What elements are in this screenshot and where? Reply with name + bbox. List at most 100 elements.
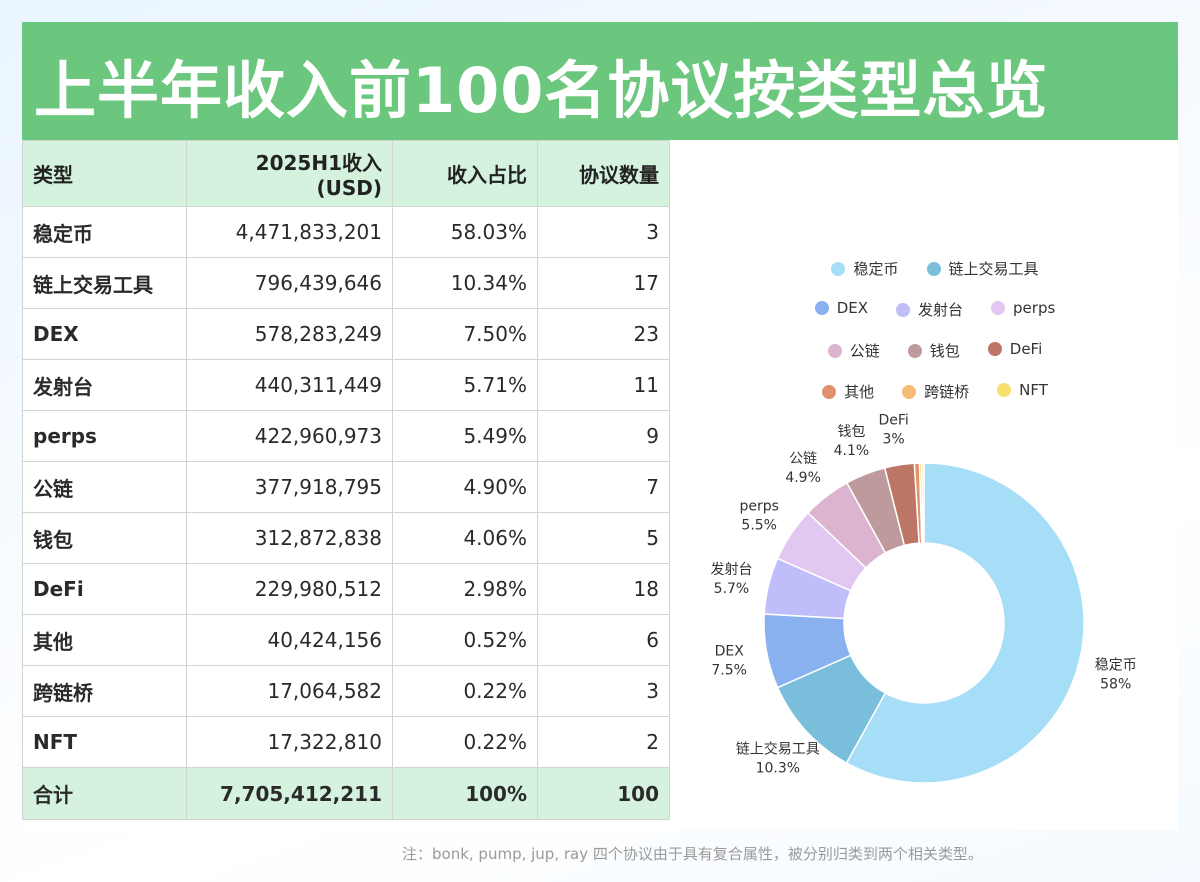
cell-count: 23 (537, 308, 670, 360)
cell-revenue: 17,322,810 (186, 716, 393, 768)
cell-share: 5.49% (392, 410, 538, 462)
legend-swatch (907, 343, 922, 358)
legend-item: 链上交易工具 (926, 258, 1039, 279)
legend-item: 其他 (822, 381, 874, 402)
legend-row: 公链 钱包 DeFi (700, 340, 1170, 381)
cell-share: 5.71% (392, 359, 538, 411)
legend-row: 稳定币 链上交易工具 (700, 258, 1170, 299)
legend-item: 跨链桥 (902, 381, 969, 402)
legend-swatch (926, 261, 941, 276)
slice-value-label: 5.5% (741, 517, 777, 533)
slice-category-label: 钱包 (837, 424, 865, 440)
slice-value-label: 5.7% (714, 581, 750, 597)
header-count: 协议数量 (537, 140, 670, 207)
legend-label: DEX (836, 299, 869, 317)
cell-count: 5 (537, 512, 670, 564)
cell-revenue: 578,283,249 (186, 308, 393, 360)
cell-share: 10.34% (392, 257, 538, 309)
chart-legend: 稳定币 链上交易工具 DEX 发射台 perps 公链 钱包 DeFi 其他 跨链桥 NFT (700, 258, 1170, 422)
legend-label: 钱包 (929, 342, 960, 360)
donut-chart: 稳定币 58% 链上交易工具 10.3% DEX 7.5% 发射台 5.7% perps 5.5%… (710, 412, 1137, 784)
table-total-row: 合计 7,705,412,211 100% 100 (22, 767, 670, 820)
header-share: 收入占比 (392, 140, 538, 207)
table-row: 跨链桥 17,064,582 0.22% 3 (22, 665, 670, 717)
cell-revenue: 40,424,156 (186, 614, 393, 666)
slice-value-label: 3% (883, 431, 905, 447)
cell-count: 9 (537, 410, 670, 462)
legend-swatch (902, 384, 917, 399)
slice-value-label: 58% (1100, 677, 1131, 693)
cell-count: 6 (537, 614, 670, 666)
cell-count: 7 (537, 461, 670, 513)
cell-share: 4.06% (392, 512, 538, 564)
total-cell-revenue: 7,705,412,211 (186, 767, 393, 820)
donut-slice (921, 462, 925, 544)
table-row: perps 422,960,973 5.49% 9 (22, 410, 670, 462)
cell-count: 2 (537, 716, 670, 768)
card: 上半年收入前100名协议按类型总览 类型 2025H1收入(USD) 收入占比 … (22, 22, 1178, 830)
legend-swatch (997, 383, 1012, 397)
legend-label: 公链 (849, 342, 880, 360)
title-banner: 上半年收入前100名协议按类型总览 (22, 22, 1178, 140)
cell-type: 稳定币 (22, 206, 187, 258)
slice-category-label: 公链 (789, 451, 817, 467)
footnote: 注：bonk, pump, jup, ray 四个协议由于具有复合属性，被分别归… (402, 845, 983, 863)
table-row: DeFi 229,980,512 2.98% 18 (22, 563, 670, 615)
slice-value-label: 10.3% (756, 761, 800, 777)
cell-share: 4.90% (392, 461, 538, 513)
slice-category-label: DeFi (878, 412, 908, 428)
slice-category-label: perps (739, 498, 778, 514)
total-cell-count: 100 (537, 767, 670, 820)
cell-revenue: 229,980,512 (186, 563, 393, 615)
cell-type: DEX (22, 308, 187, 360)
legend-item: perps (991, 299, 1055, 317)
cell-type: 链上交易工具 (22, 257, 187, 309)
cell-revenue: 377,918,795 (186, 461, 393, 513)
legend-item: 公链 (827, 340, 880, 361)
slice-category-label: 链上交易工具 (736, 741, 820, 758)
legend-label: 其他 (844, 383, 875, 401)
legend-label: perps (1013, 299, 1056, 317)
cell-revenue: 422,960,973 (186, 410, 393, 462)
slice-value-label: 4.1% (834, 443, 870, 459)
legend-label: NFT (1019, 381, 1048, 399)
slice-category-label: 稳定币 (1095, 658, 1137, 674)
revenue-table: 类型 2025H1收入(USD) 收入占比 协议数量 稳定币 4,471,833,… (22, 140, 670, 820)
header-type: 类型 (22, 140, 187, 207)
legend-row: 其他 跨链桥 NFT (700, 381, 1170, 422)
legend-label: 发射台 (918, 301, 964, 319)
legend-item: 发射台 (896, 299, 963, 320)
table-body: 稳定币 4,471,833,201 58.03% 3 链上交易工具 796,439,646… (22, 206, 670, 820)
legend-swatch (987, 342, 1002, 356)
cell-share: 0.22% (392, 716, 538, 768)
cell-revenue: 796,439,646 (186, 257, 393, 309)
legend-item: DeFi (987, 340, 1042, 358)
table-row: 钱包 312,872,838 4.06% 5 (22, 512, 670, 564)
cell-type: 公链 (22, 461, 187, 513)
legend-item: DEX (814, 299, 869, 317)
page-title: 上半年收入前100名协议按类型总览 (34, 54, 1049, 127)
total-cell-share: 100% (392, 767, 538, 820)
legend-row: DEX 发射台 perps (700, 299, 1170, 340)
cell-revenue: 17,064,582 (186, 665, 393, 717)
cell-count: 17 (537, 257, 670, 309)
cell-count: 3 (537, 206, 670, 258)
cell-share: 58.03% (392, 206, 538, 258)
legend-swatch (991, 301, 1006, 315)
legend-swatch (831, 261, 846, 276)
legend-swatch (814, 301, 829, 315)
table-row: 发射台 440,311,449 5.71% 11 (22, 359, 670, 411)
table-row: 稳定币 4,471,833,201 58.03% 3 (22, 206, 670, 258)
slice-category-label: DEX (715, 643, 745, 659)
cell-count: 18 (537, 563, 670, 615)
legend-label: 稳定币 (853, 260, 899, 278)
cell-share: 0.22% (392, 665, 538, 717)
legend-item: 钱包 (907, 340, 960, 361)
table-row: DEX 578,283,249 7.50% 23 (22, 308, 670, 360)
cell-share: 7.50% (392, 308, 538, 360)
slice-category-label: 发射台 (710, 562, 752, 578)
table-header-row: 类型 2025H1收入(USD) 收入占比 协议数量 (22, 140, 670, 207)
table-row: 链上交易工具 796,439,646 10.34% 17 (22, 257, 670, 309)
total-cell-type: 合计 (22, 767, 187, 820)
cell-count: 3 (537, 665, 670, 717)
